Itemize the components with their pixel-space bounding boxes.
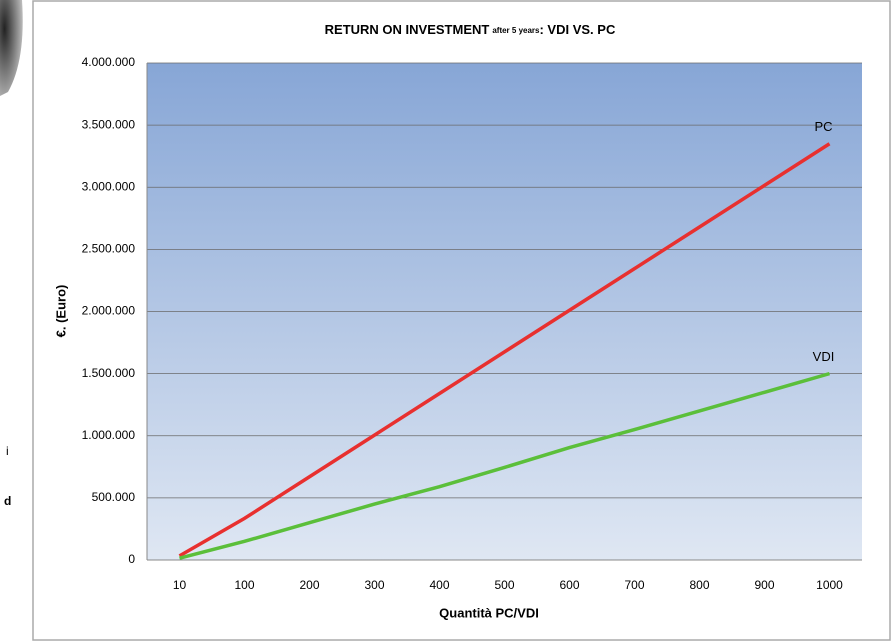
x-tick-label: 200: [299, 578, 319, 592]
y-tick-label: 2.000.000: [82, 304, 136, 318]
y-tick-label: 0: [128, 552, 135, 566]
x-tick-label: 700: [624, 578, 644, 592]
side-text: i: [6, 444, 9, 458]
y-tick-label: 2.500.000: [82, 242, 136, 256]
series-label: PC: [814, 119, 832, 134]
y-tick-label: 1.000.000: [82, 428, 136, 442]
x-tick-label: 800: [689, 578, 709, 592]
y-tick-label: 3.500.000: [82, 117, 136, 131]
y-tick-label: 500.000: [92, 490, 136, 504]
title-end: : VDI VS. PC: [539, 22, 615, 37]
y-tick-label: 1.500.000: [82, 366, 136, 380]
page: i d RETURN ON INVESTMENTafter 5 years: V…: [0, 0, 891, 641]
y-tick-label: 4.000.000: [82, 55, 136, 69]
x-tick-label: 900: [754, 578, 774, 592]
series-label: VDI: [813, 349, 835, 364]
title-note: after 5 years: [492, 26, 540, 35]
y-axis-title: €. (Euro): [53, 285, 68, 338]
x-axis-title: Quantità PC/VDI: [439, 605, 539, 620]
y-tick-label: 3.000.000: [82, 179, 136, 193]
x-tick-label: 400: [429, 578, 449, 592]
title-main: RETURN ON INVESTMENT: [325, 22, 490, 37]
x-tick-label: 300: [364, 578, 384, 592]
x-tick-label: 500: [494, 578, 514, 592]
side-text: d: [4, 494, 11, 508]
x-tick-label: 10: [173, 578, 187, 592]
x-tick-label: 1000: [816, 578, 843, 592]
x-tick-label: 600: [559, 578, 579, 592]
x-tick-label: 100: [234, 578, 254, 592]
